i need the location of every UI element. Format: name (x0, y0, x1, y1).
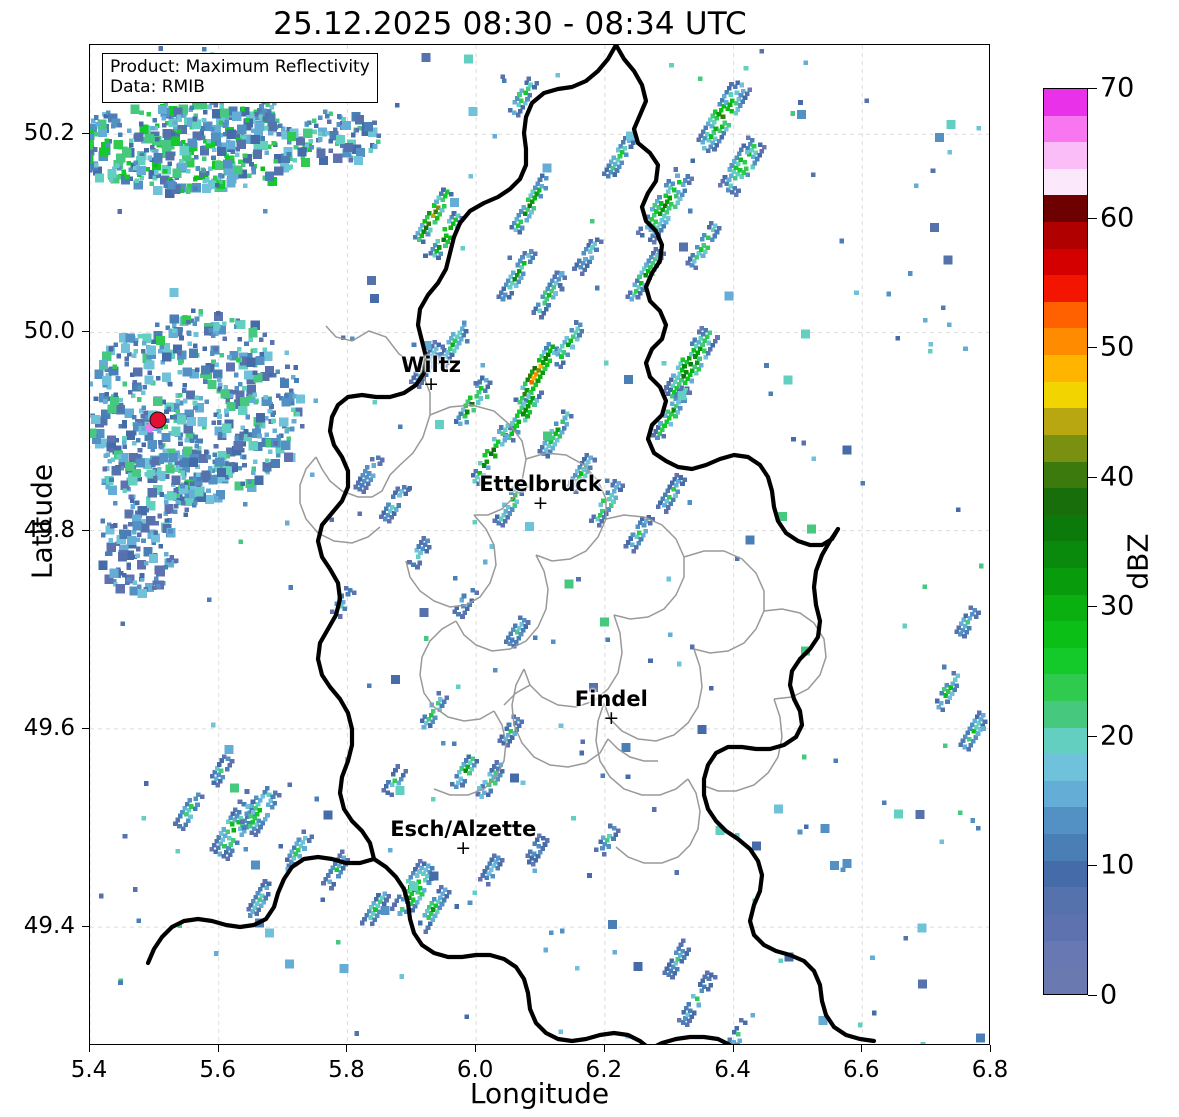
colorbar-band (1044, 860, 1087, 888)
colorbar-band (1044, 408, 1087, 435)
colorbar-band (1044, 222, 1087, 249)
national-border (145, 45, 877, 1044)
colorbar-band (1044, 701, 1087, 728)
colorbar-band (1044, 355, 1087, 382)
colorbar-band (1044, 754, 1087, 781)
y-axis-tick-label: 50.2 (23, 120, 75, 147)
colorbar-band (1044, 89, 1087, 116)
colorbar-band (1044, 780, 1087, 808)
colorbar-band (1044, 142, 1087, 169)
x-axis-tick-label: 6.8 (971, 1057, 1009, 1083)
x-axis-tick (990, 1045, 991, 1052)
colorbar-tick (1088, 995, 1097, 996)
colorbar-band (1044, 727, 1087, 755)
colorbar (1043, 88, 1088, 995)
colorbar-band (1044, 913, 1087, 941)
colorbar-tick-label: 50 (1100, 331, 1135, 363)
y-axis-tick (82, 331, 89, 333)
colorbar-tick (1088, 735, 1097, 737)
x-axis-tick-label: 5.4 (70, 1057, 108, 1083)
legend-data-line: Data: RMIB (110, 76, 205, 97)
y-axis-tick-label: 50.0 (23, 318, 75, 345)
colorbar-tick (1088, 347, 1097, 349)
colorbar-band (1044, 647, 1087, 675)
y-axis-tick (82, 727, 89, 729)
colorbar-label: dBZ (1121, 533, 1155, 590)
colorbar-tick-label: 0 (1100, 979, 1118, 1011)
map-canvas (90, 45, 989, 1044)
x-axis-tick (861, 1045, 863, 1052)
y-axis-tick-label: 49.8 (23, 516, 75, 543)
colorbar-tick-label: 10 (1100, 849, 1135, 881)
colorbar-band (1044, 434, 1087, 462)
colorbar-tick (1088, 88, 1097, 89)
colorbar-band (1044, 807, 1087, 835)
colorbar-band (1044, 195, 1087, 223)
legend-product-line: Product: Maximum Reflectivity (110, 57, 370, 77)
colorbar-tick (1088, 476, 1097, 478)
x-axis-label: Longitude (469, 1077, 610, 1110)
x-axis-tick-label: 6.0 (456, 1057, 494, 1083)
x-axis-tick (217, 1045, 219, 1052)
colorbar-tick-label: 20 (1100, 720, 1135, 752)
radar-echo-layer (90, 46, 988, 1044)
y-axis-tick-label: 49.6 (23, 714, 75, 741)
radar-map-plot[interactable]: Product: Maximum Reflectivity Data: RMIB… (89, 44, 990, 1045)
colorbar-band (1044, 115, 1087, 143)
colorbar-band (1044, 488, 1087, 515)
y-axis-tick (82, 529, 89, 531)
colorbar-band (1044, 328, 1087, 356)
y-axis-tick (82, 926, 89, 928)
colorbar-band (1044, 594, 1087, 622)
x-axis-tick-label: 5.8 (328, 1057, 365, 1083)
colorbar-band (1044, 301, 1087, 329)
colorbar-tick (1088, 865, 1097, 867)
x-axis-tick (732, 1045, 734, 1052)
colorbar-band (1044, 674, 1087, 702)
x-axis-tick (89, 1045, 90, 1052)
x-axis-tick-label: 6.6 (842, 1057, 880, 1083)
colorbar-tick-label: 70 (1100, 72, 1135, 104)
colorbar-tick (1088, 217, 1097, 219)
colorbar-band (1044, 381, 1087, 409)
page-title: 25.12.2025 08:30 - 08:34 UTC (273, 6, 747, 42)
y-axis-label: Latitude (25, 463, 59, 580)
x-axis-tick (346, 1045, 348, 1052)
x-axis-tick (603, 1045, 605, 1052)
colorbar-band (1044, 168, 1087, 196)
colorbar-band (1044, 248, 1087, 276)
radar-site-marker[interactable] (149, 411, 167, 429)
y-axis-tick (82, 133, 89, 135)
colorbar-band (1044, 541, 1087, 568)
grid-lines (90, 45, 989, 1044)
x-axis-tick-label: 6.2 (585, 1057, 623, 1083)
colorbar-band (1044, 514, 1087, 542)
y-axis-tick-label: 49.4 (23, 913, 75, 940)
x-axis-tick-label: 6.4 (714, 1057, 751, 1083)
map-clip (90, 45, 989, 1044)
colorbar-tick-label: 60 (1100, 202, 1135, 234)
colorbar-tick-label: 30 (1100, 590, 1135, 622)
colorbar-band (1044, 967, 1087, 994)
commune-boundaries (299, 325, 827, 864)
colorbar-band (1044, 834, 1087, 861)
colorbar-tick (1088, 606, 1097, 608)
colorbar-tick-label: 40 (1100, 461, 1135, 493)
info-legend-box: Product: Maximum Reflectivity Data: RMIB (102, 53, 378, 104)
colorbar-band (1044, 461, 1087, 489)
colorbar-band (1044, 887, 1087, 914)
colorbar-band (1044, 275, 1087, 302)
colorbar-band (1044, 940, 1087, 968)
x-axis-tick (475, 1045, 477, 1052)
colorbar-band (1044, 621, 1087, 648)
colorbar-band (1044, 567, 1087, 595)
x-axis-tick-label: 5.6 (199, 1057, 236, 1083)
